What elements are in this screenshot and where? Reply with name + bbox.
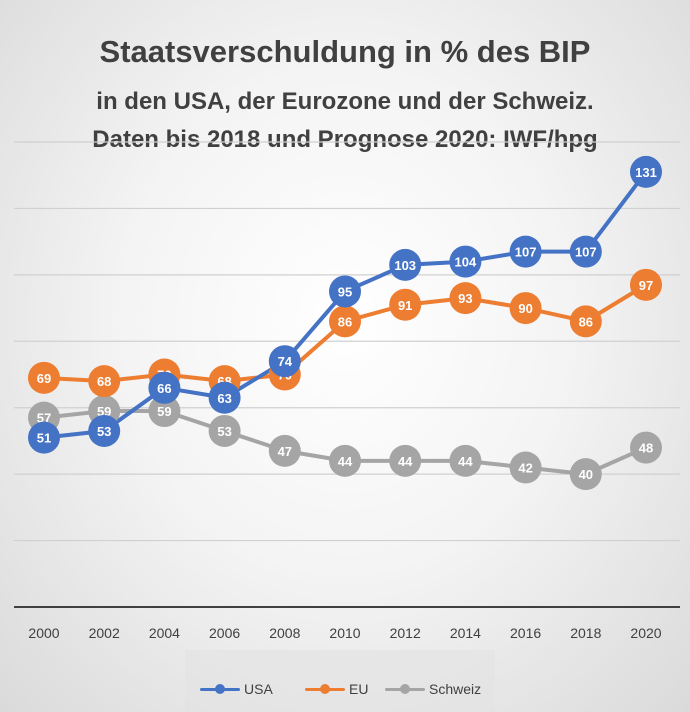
data-point-schweiz: [208, 414, 241, 447]
data-point-eu: [569, 305, 602, 338]
data-label-schweiz: 59: [157, 404, 171, 419]
x-tick-label: 2002: [89, 625, 120, 641]
data-point-usa: [268, 345, 301, 378]
data-point-eu: [28, 361, 60, 394]
x-tick-label: 2004: [149, 625, 180, 641]
data-point-usa: [208, 381, 241, 414]
data-point-schweiz: [148, 395, 181, 428]
data-label-usa: 131: [635, 165, 657, 180]
data-point-eu: [88, 365, 121, 398]
line-chart: 2000 2002 2004 2006 2008 2010 2012 2014 2016 2018…: [14, 141, 680, 641]
data-point-schweiz: [509, 451, 542, 484]
data-point-usa: [569, 235, 602, 268]
x-tick-label: 2000: [28, 625, 59, 641]
x-tick-label: 2010: [329, 625, 360, 641]
data-label-usa: 74: [278, 354, 293, 369]
data-label-eu: 86: [338, 314, 352, 329]
data-point-usa: [148, 371, 181, 404]
x-tick-label: 2008: [269, 625, 300, 641]
data-label-schweiz: 48: [639, 441, 653, 456]
data-point-usa: [630, 155, 662, 188]
data-point-usa: [28, 421, 60, 454]
x-tick-label: 2006: [209, 625, 240, 641]
data-point-eu: [630, 268, 662, 301]
data-label-eu: 86: [579, 314, 593, 329]
chart-subtitle-line-2: Daten bis 2018 und Prognose 2020: IWF/hp…: [92, 126, 598, 153]
data-label-eu: 90: [518, 301, 532, 316]
data-point-schweiz: [569, 458, 602, 491]
data-point-usa: [509, 235, 542, 268]
data-label-usa: 95: [338, 284, 352, 299]
data-point-schweiz: [329, 444, 361, 477]
data-label-usa: 103: [394, 258, 416, 273]
data-label-eu: 97: [639, 278, 653, 293]
data-label-schweiz: 57: [37, 411, 51, 426]
data-label-schweiz: 53: [217, 424, 231, 439]
data-point-schweiz: [268, 434, 301, 467]
data-label-usa: 63: [217, 391, 231, 406]
data-label-eu: 91: [398, 298, 412, 313]
data-label-schweiz: 44: [398, 454, 413, 469]
data-label-eu: 68: [97, 374, 111, 389]
legend-swatch: [200, 682, 240, 696]
chart-subtitle-line-1: in den USA, der Eurozone und der Schweiz…: [96, 88, 594, 115]
data-point-eu: [389, 288, 422, 321]
legend-swatch: [305, 682, 345, 696]
data-label-usa: 51: [37, 431, 51, 446]
x-tick-label: 2014: [450, 625, 481, 641]
data-label-usa: 107: [575, 245, 597, 260]
data-label-eu: 69: [37, 371, 51, 386]
legend-item-eu: EU: [305, 678, 368, 700]
data-label-schweiz: 44: [338, 454, 353, 469]
data-label-schweiz: 44: [458, 454, 473, 469]
legend-swatch: [385, 682, 425, 696]
data-point-schweiz: [630, 431, 662, 464]
data-point-eu: [509, 292, 542, 325]
data-label-usa: 107: [515, 245, 537, 260]
legend-label: Schweiz: [429, 681, 482, 697]
x-tick-label: 2018: [570, 625, 601, 641]
legend-label: USA: [244, 681, 273, 697]
data-point-usa: [389, 248, 422, 281]
data-label-eu: 93: [458, 291, 472, 306]
legend-label: EU: [349, 681, 369, 697]
data-point-schweiz: [389, 444, 422, 477]
data-label-usa: 53: [97, 424, 111, 439]
data-point-schweiz: [449, 444, 482, 477]
chart-title: Staatsverschuldung in % des BIP: [99, 34, 591, 69]
data-label-schweiz: 59: [97, 404, 111, 419]
data-label-schweiz: 42: [518, 461, 532, 476]
x-tick-label: 2016: [510, 625, 541, 641]
legend-item-schweiz: Schweiz: [385, 678, 481, 700]
data-label-usa: 66: [157, 381, 171, 396]
data-point-eu: [329, 305, 361, 338]
x-tick-label: 2012: [390, 625, 421, 641]
data-label-schweiz: 40: [579, 467, 593, 482]
data-point-usa: [449, 245, 482, 278]
data-label-usa: 104: [455, 255, 477, 270]
data-point-eu: [449, 282, 482, 315]
x-tick-label: 2020: [630, 625, 661, 641]
data-point-usa: [329, 275, 361, 308]
legend-item-usa: USA: [200, 678, 273, 700]
chart-legend: USA EU Schweiz: [0, 678, 690, 700]
data-point-usa: [88, 414, 121, 447]
data-label-schweiz: 47: [278, 444, 292, 459]
legend-box: [185, 650, 495, 712]
